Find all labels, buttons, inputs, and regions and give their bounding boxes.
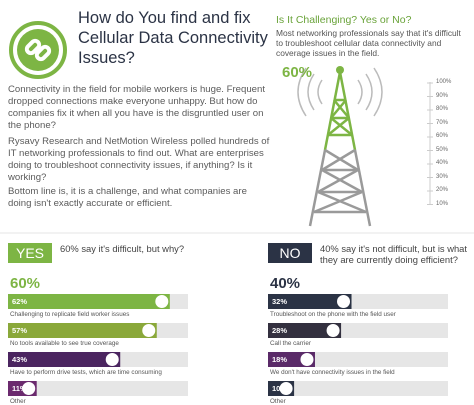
bar xyxy=(268,294,352,309)
yes-badge: YES xyxy=(8,243,52,263)
bar-value: 10% xyxy=(272,384,288,393)
bar-label: We don't have connectivity issues in the… xyxy=(270,369,395,376)
link-icon xyxy=(24,38,52,62)
bar-value: 43% xyxy=(12,355,28,364)
no-share: 40% xyxy=(270,275,301,292)
bar-icon xyxy=(325,323,341,338)
bar-label: Have to perform drive tests, which are t… xyxy=(10,369,162,376)
bar-value: 11% xyxy=(12,384,27,393)
scale-label: 70% xyxy=(436,119,449,126)
paragraph: Connectivity in the field for mobile wor… xyxy=(8,84,266,131)
bar-value: 32% xyxy=(272,297,288,306)
bar-value: 28% xyxy=(272,326,288,335)
bar-label: Challenging to replicate field worker is… xyxy=(10,311,130,318)
paragraph: Rysavy Research and NetMotion Wireless p… xyxy=(8,136,270,183)
scale-label: 30% xyxy=(436,173,449,180)
title: How do You find and fix Cellular Data Co… xyxy=(78,8,268,68)
yes-share: 60% xyxy=(10,275,41,292)
bar-icon xyxy=(154,294,170,309)
yes-question: 60% say it's difficult, but why? xyxy=(60,243,185,254)
scale-label: 40% xyxy=(436,160,449,166)
bar-value: 57% xyxy=(12,326,28,335)
scale-label: 100% xyxy=(436,79,452,85)
bar-track xyxy=(8,381,188,396)
title-line: Issues? xyxy=(78,49,135,67)
bar-value: 18% xyxy=(272,355,288,364)
scale-label: 60% xyxy=(436,133,449,139)
tower xyxy=(297,66,383,227)
bar xyxy=(268,323,342,338)
bar-label: Call the carrier xyxy=(270,340,311,347)
challenge-heading: Is It Challenging? Yes or No? xyxy=(276,14,412,26)
bar-icon xyxy=(336,294,352,309)
challenge-figure: 60% xyxy=(282,64,313,81)
bar xyxy=(8,352,121,367)
title-line: Cellular Data Connectivity xyxy=(78,29,268,47)
challenge-text: Most networking professionals say that i… xyxy=(276,28,461,58)
bar-track xyxy=(268,381,448,396)
bar-label: Troubleshoot on the phone with the field… xyxy=(270,311,396,318)
scale-label: 10% xyxy=(436,200,449,207)
bar-label: No tools available to see true coverage xyxy=(10,340,119,347)
bar-icon xyxy=(141,323,157,338)
bar-value: 62% xyxy=(12,297,28,306)
bar xyxy=(8,323,157,338)
paragraph: Bottom line is, it is a challenge, and w… xyxy=(8,186,247,209)
bar-icon xyxy=(278,381,294,396)
scale-label: 50% xyxy=(436,146,449,153)
no-badge: NO xyxy=(268,243,312,263)
scale-label: 80% xyxy=(436,106,449,112)
bar-icon xyxy=(299,352,315,367)
bar-icon xyxy=(21,381,37,396)
title-line: How do You find and fix xyxy=(78,9,251,27)
bar-icon xyxy=(104,352,120,367)
no-question: 40% say it's not difficult, but is what … xyxy=(320,243,468,265)
bar xyxy=(8,294,170,309)
scale-label: 20% xyxy=(436,187,449,193)
scale-label: 90% xyxy=(436,92,449,99)
